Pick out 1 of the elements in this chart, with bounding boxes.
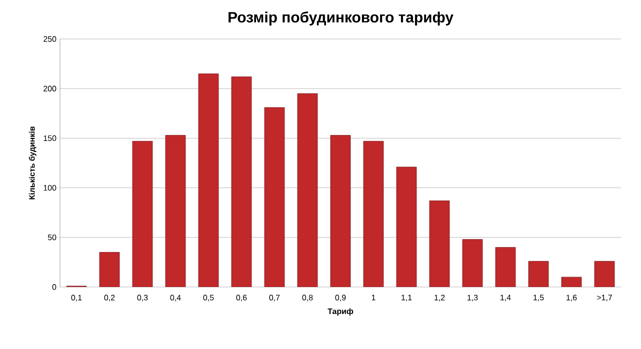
chart-title: Розмір побудинкового тарифу [228, 11, 454, 26]
